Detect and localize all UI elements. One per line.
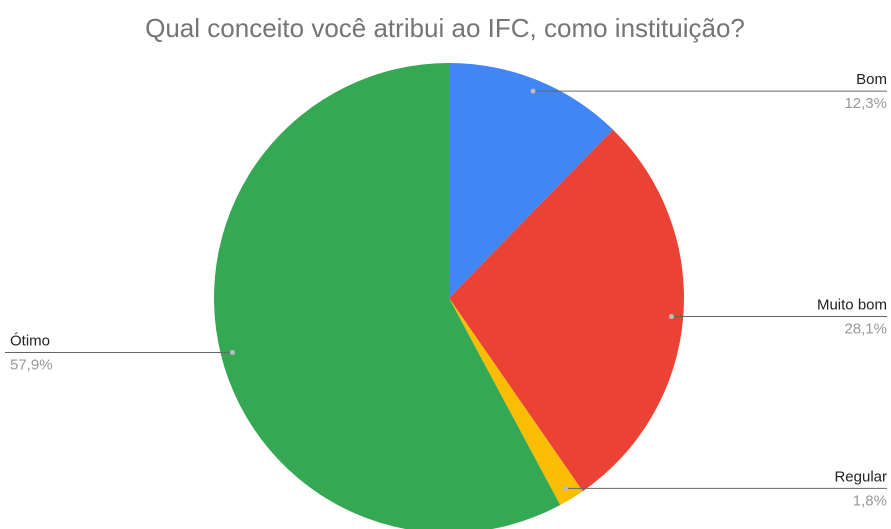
leader-dot <box>563 485 569 491</box>
slice-label: Bom <box>856 71 887 88</box>
slice-value: 12,3% <box>844 95 887 112</box>
slice-label: Muito bom <box>817 297 887 314</box>
pie-slice <box>214 63 561 529</box>
pie-slice <box>449 298 583 506</box>
slice-value: 57,9% <box>10 356 53 373</box>
leader-dot <box>530 88 536 94</box>
slice-label: Regular <box>834 468 887 485</box>
leader-dot <box>668 314 674 320</box>
slice-label: Ótimo <box>10 332 50 349</box>
slice-value: 28,1% <box>844 321 887 338</box>
leader-dot <box>229 349 235 355</box>
pie-slice <box>449 63 613 298</box>
pie-slice <box>449 129 684 492</box>
chart-title: Qual conceito você atribui ao IFC, como … <box>145 13 745 43</box>
slice-value: 1,8% <box>853 492 887 509</box>
